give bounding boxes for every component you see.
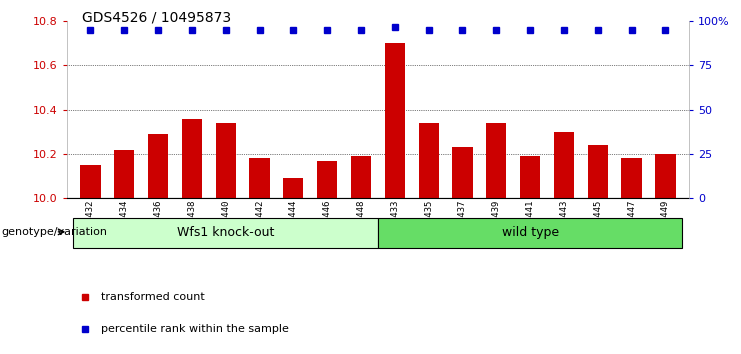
Bar bbox=[250, 158, 270, 198]
Bar bbox=[148, 134, 168, 198]
Text: percentile rank within the sample: percentile rank within the sample bbox=[101, 324, 289, 334]
Text: transformed count: transformed count bbox=[101, 292, 205, 302]
Bar bbox=[554, 132, 574, 198]
Bar bbox=[73, 218, 378, 248]
Text: GDS4526 / 10495873: GDS4526 / 10495873 bbox=[82, 11, 230, 25]
Bar bbox=[520, 156, 540, 198]
Text: wild type: wild type bbox=[502, 226, 559, 239]
Bar bbox=[350, 156, 371, 198]
Bar bbox=[80, 165, 101, 198]
Bar bbox=[655, 154, 676, 198]
Bar bbox=[317, 161, 337, 198]
Bar bbox=[452, 147, 473, 198]
Bar bbox=[385, 44, 405, 198]
Text: genotype/variation: genotype/variation bbox=[1, 227, 107, 237]
Bar bbox=[182, 119, 202, 198]
Bar bbox=[378, 218, 682, 248]
Bar bbox=[588, 145, 608, 198]
Bar bbox=[419, 123, 439, 198]
Bar bbox=[216, 123, 236, 198]
Bar bbox=[486, 123, 506, 198]
Bar bbox=[114, 149, 134, 198]
Bar bbox=[283, 178, 304, 198]
Bar bbox=[622, 158, 642, 198]
Text: Wfs1 knock-out: Wfs1 knock-out bbox=[177, 226, 274, 239]
